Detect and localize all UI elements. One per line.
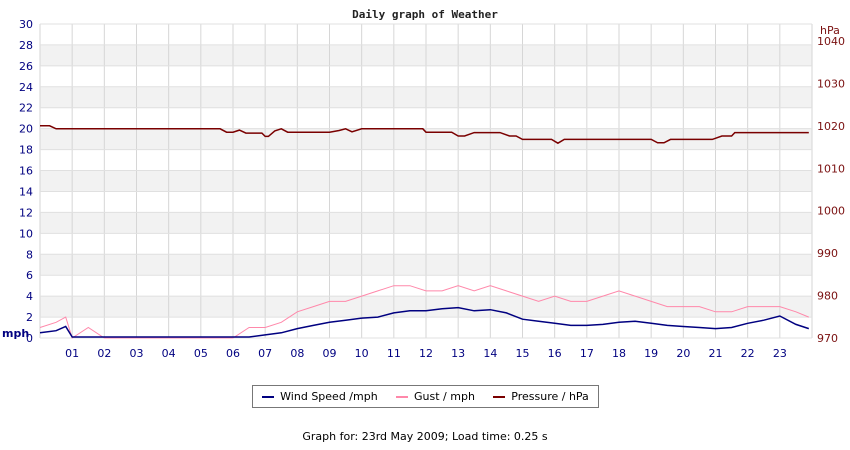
left-tick-label: 22 xyxy=(19,102,33,115)
left-tick-label: 30 xyxy=(19,18,33,31)
legend-item-pressure: Pressure / hPa xyxy=(493,390,589,403)
legend-item-gust: Gust / mph xyxy=(396,390,475,403)
legend-swatch-gust xyxy=(396,395,409,398)
x-tick-label: 08 xyxy=(290,347,304,360)
x-tick-label: 16 xyxy=(548,347,562,360)
left-tick-label: 14 xyxy=(19,185,33,198)
left-tick-label: 6 xyxy=(26,269,33,282)
right-tick-label: 980 xyxy=(817,290,838,303)
left-tick-label: 10 xyxy=(19,227,33,240)
chart-title: Daily graph of Weather xyxy=(352,8,498,21)
x-tick-label: 09 xyxy=(323,347,337,360)
x-tick-label: 13 xyxy=(451,347,465,360)
x-tick-label: 02 xyxy=(97,347,111,360)
right-axis-unit: hPa xyxy=(820,24,840,37)
left-tick-label: 24 xyxy=(19,81,33,94)
right-tick-label: 1040 xyxy=(817,35,845,48)
x-tick-label: 20 xyxy=(676,347,690,360)
x-tick-label: 19 xyxy=(644,347,658,360)
legend-swatch-wind xyxy=(262,395,275,398)
series-line-wind-speed xyxy=(39,306,810,338)
right-tick-label: 1010 xyxy=(817,162,845,175)
x-tick-label: 04 xyxy=(162,347,176,360)
weather-chart: Daily graph of Weather 02468101214161820… xyxy=(2,8,845,360)
left-axis-unit: mph xyxy=(2,327,29,340)
left-tick-label: 2 xyxy=(26,311,33,324)
left-tick-label: 8 xyxy=(26,248,33,261)
legend: Wind Speed /mph Gust / mph Pressure / hP… xyxy=(252,385,599,408)
x-tick-label: 17 xyxy=(580,347,594,360)
x-tick-label: 15 xyxy=(516,347,530,360)
left-tick-label: 28 xyxy=(19,39,33,52)
x-tick-label: 21 xyxy=(709,347,723,360)
x-tick-label: 12 xyxy=(419,347,433,360)
legend-item-wind: Wind Speed /mph xyxy=(262,390,378,403)
series-group xyxy=(39,125,810,339)
legend-label-pressure: Pressure / hPa xyxy=(511,390,589,403)
x-tick-label: 10 xyxy=(355,347,369,360)
left-tick-label: 26 xyxy=(19,60,33,73)
x-tick-label: 18 xyxy=(612,347,626,360)
x-tick-label: 03 xyxy=(130,347,144,360)
right-tick-label: 1000 xyxy=(817,205,845,218)
left-tick-label: 20 xyxy=(19,123,33,136)
x-axis: 01 02 03 04 05 06 07 08 09 10 11 12 13 14 15 16 17 18 19 20… xyxy=(65,347,787,360)
right-tick-label: 990 xyxy=(817,247,838,260)
left-tick-label: 18 xyxy=(19,144,33,157)
right-axis: 970 980 990 1000 1010 1020 1030 1040 xyxy=(817,35,845,345)
series-line-pressure xyxy=(40,125,809,145)
left-tick-label: 0 xyxy=(26,332,33,345)
left-tick-label: 16 xyxy=(19,165,33,178)
legend-label-wind: Wind Speed /mph xyxy=(280,390,378,403)
x-tick-label: 06 xyxy=(226,347,240,360)
right-tick-label: 1020 xyxy=(817,120,845,133)
x-tick-label: 23 xyxy=(773,347,787,360)
footer-text: Graph for: 23rd May 2009; Load time: 0.2… xyxy=(302,430,548,443)
right-tick-label: 970 xyxy=(817,332,838,345)
left-tick-label: 4 xyxy=(26,290,33,303)
x-tick-label: 14 xyxy=(483,347,497,360)
x-tick-label: 11 xyxy=(387,347,401,360)
left-tick-label: 12 xyxy=(19,206,33,219)
x-tick-label: 01 xyxy=(65,347,79,360)
legend-swatch-pressure xyxy=(493,395,506,398)
legend-label-gust: Gust / mph xyxy=(414,390,475,403)
x-tick-label: 22 xyxy=(741,347,755,360)
x-tick-label: 07 xyxy=(258,347,272,360)
x-tick-label: 05 xyxy=(194,347,208,360)
series-line-gust xyxy=(39,285,809,339)
right-tick-label: 1030 xyxy=(817,77,845,90)
